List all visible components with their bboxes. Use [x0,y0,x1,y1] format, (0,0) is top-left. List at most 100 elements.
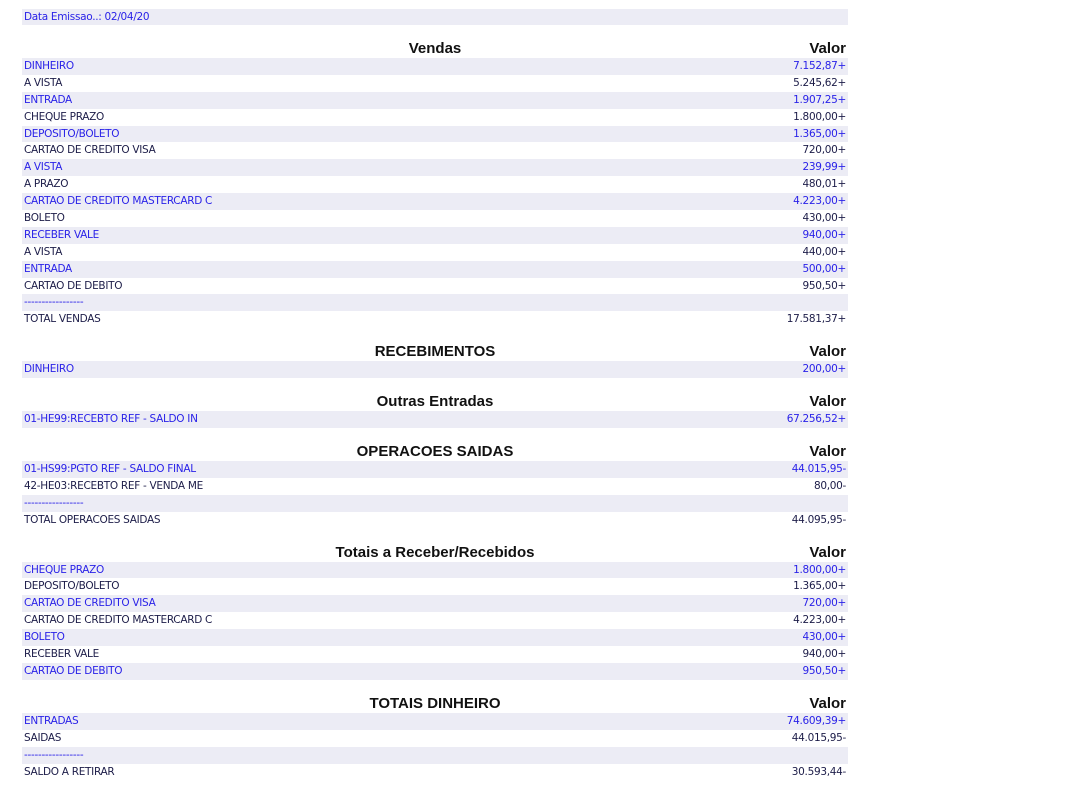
row-label: CHEQUE PRAZO [24,110,105,123]
table-row: 01-HS99:PGTO REF - SALDO FINAL 44.015,95- [22,461,848,478]
row-value: 67.256,52+ [786,413,847,426]
row-label: DINHEIRO [24,60,74,72]
table-row: ENTRADAS 74.609,39+ [22,712,848,730]
section-vendas: Vendas Valor DINHEIRO 7.152,87+ A VISTA 5.245… [22,40,848,329]
value-header: Valor [809,443,846,461]
row-value: 500,00+ [802,262,847,275]
row-label: ENTRADA [24,262,72,275]
section-title: OPERACOES SAIDAS [356,443,514,461]
row-label: TOTAL OPERACOES SAIDAS [24,513,161,526]
row-value: 1.365,00+ [793,580,846,593]
table-row: CARTAO DE DEBITO 950,50+ [22,277,848,295]
row-value: 1.365,00+ [793,127,846,140]
row-label: CARTAO DE DEBITO [24,279,123,292]
table-row: A VISTA 239,99+ [22,159,848,177]
value-header: Valor [809,343,846,361]
row-value: 440,00+ [802,245,847,258]
table-row: CARTAO DE CREDITO MASTERCARD C 4.223,00+ [22,193,848,211]
row-label: RECEBER VALE [24,228,99,241]
table-row: ENTRADA 500,00+ [22,260,848,278]
section-operacoes-saidas: OPERACOES SAIDAS Valor 01-HS99:PGTO REF - … [22,443,848,529]
section-header: TOTAIS DINHEIRO Valor [22,695,848,713]
row-label: 42-HE03:RECEBTO REF - VENDA ME [24,479,203,492]
row-value: 74.609,39+ [786,714,847,727]
row-value: 80,00- [813,479,846,492]
row-value: 239,99+ [802,161,847,174]
section-totais-dinheiro: TOTAIS DINHEIRO Valor ENTRADAS 74.609,39+ SA… [22,695,848,781]
table-row: ----------------- [22,294,848,312]
section-header: RECEBIMENTOS Valor [22,343,848,361]
row-value: 30.593,44- [791,765,847,778]
section-outras-entradas: Outras Entradas Valor 01-HE99:RECEBTO REF … [22,393,848,429]
table-row: ENTRADA 1.907,25+ [22,91,848,109]
row-label: ----------------- [24,748,84,761]
table-row: DINHEIRO 7.152,87+ [22,58,848,75]
row-label: DEPOSITO/BOLETO [24,580,120,593]
value-header: Valor [809,393,846,411]
row-value: 950,50+ [802,279,847,292]
row-value: 940,00+ [802,228,847,241]
table-row: CARTAO DE CREDITO MASTERCARD C 4.223,00+ [22,612,848,630]
section-header: Vendas Valor [22,40,848,58]
row-label: 01-HE99:RECEBTO REF - SALDO IN [24,413,198,426]
table-row: CHEQUE PRAZO 1.800,00+ [22,561,848,579]
row-label: SALDO A RETIRAR [24,765,115,778]
row-label: 01-HS99:PGTO REF - SALDO FINAL [24,463,196,476]
section-title: Vendas [408,40,462,57]
table-row: ----------------- [22,494,848,512]
row-label: BOLETO [24,212,65,225]
row-label: DINHEIRO [24,363,74,376]
row-label: ENTRADA [24,93,72,106]
table-row: CARTAO DE CREDITO VISA 720,00+ [22,595,848,613]
table-row: SAIDAS 44.015,95- [22,729,848,747]
table-row: BOLETO 430,00+ [22,210,848,227]
value-header: Valor [809,694,846,712]
emission-date-row: Data Emissao..: 02/04/20 [22,9,848,25]
section-totais-a-receber-recebidos: Totais a Receber/Recebidos Valor CHEQUE PR… [22,544,848,680]
row-label: DEPOSITO/BOLETO [24,127,120,140]
value-header: Valor [809,40,846,57]
section-header: Totais a Receber/Recebidos Valor [22,544,848,562]
table-row: 01-HE99:RECEBTO REF - SALDO IN 67.256,52+ [22,411,848,429]
row-value: 1.907,25+ [793,93,846,106]
table-row: ----------------- [22,746,848,764]
table-row: SALDO A RETIRAR 30.593,44- [22,763,848,781]
table-row: 42-HE03:RECEBTO REF - VENDA ME 80,00- [22,477,848,495]
emission-date: Data Emissao..: 02/04/20 [24,11,150,23]
row-value: 1.800,00+ [793,110,846,123]
row-label: CARTAO DE CREDITO MASTERCARD C [24,195,213,208]
table-row: DEPOSITO/BOLETO 1.365,00+ [22,578,848,596]
table-row: CHEQUE PRAZO 1.800,00+ [22,108,848,126]
row-value: 720,00+ [802,144,847,157]
row-label: ----------------- [24,496,84,509]
row-value: 950,50+ [802,664,847,677]
row-label: A VISTA [24,161,63,174]
section-title: TOTAIS DINHEIRO [369,694,501,712]
row-value: 200,00+ [802,363,847,376]
table-row: CARTAO DE DEBITO 950,50+ [22,662,848,680]
row-label: A VISTA [24,76,63,89]
section-title: RECEBIMENTOS [374,343,496,361]
section-header: Outras Entradas Valor [22,393,848,411]
row-label: CARTAO DE DEBITO [24,664,123,677]
table-row: DEPOSITO/BOLETO 1.365,00+ [22,125,848,143]
row-value: 44.015,95- [791,731,847,744]
row-label: CARTAO DE CREDITO MASTERCARD C [24,614,213,627]
table-row: RECEBER VALE 940,00+ [22,226,848,244]
row-value: 4.223,00+ [793,614,846,627]
row-label: BOLETO [24,631,65,644]
table-row: A VISTA 5.245,62+ [22,74,848,92]
row-value: 480,01+ [802,178,847,191]
row-value: 5.245,62+ [793,76,846,89]
row-label: RECEBER VALE [24,648,99,661]
row-label: A PRAZO [24,178,69,191]
table-row: TOTAL VENDAS 17.581,37+ [22,311,848,329]
row-label: A VISTA [24,245,63,258]
row-value: 17.581,37+ [786,313,847,326]
row-value: 940,00+ [802,648,847,661]
row-label: CHEQUE PRAZO [24,563,105,576]
table-row: TOTAL OPERACOES SAIDAS 44.095,95- [22,511,848,529]
table-row: DINHEIRO 200,00+ [22,361,848,379]
row-label: ----------------- [24,296,84,309]
row-label: CARTAO DE CREDITO VISA [24,144,156,157]
